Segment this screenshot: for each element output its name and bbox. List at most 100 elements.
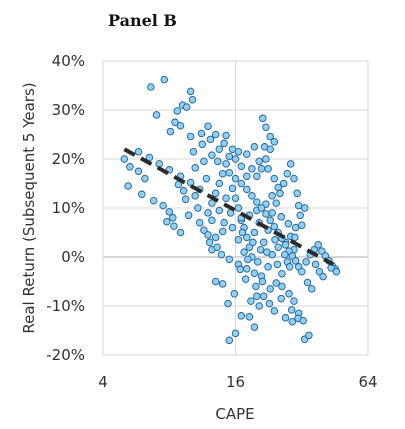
data-point	[264, 263, 272, 271]
data-point	[224, 299, 232, 308]
data-point	[211, 233, 220, 242]
data-point	[290, 174, 298, 183]
y-tick-label: 30%	[52, 101, 85, 119]
data-point	[238, 228, 247, 237]
data-point	[179, 187, 188, 195]
data-point	[208, 216, 216, 225]
data-point	[250, 228, 259, 237]
data-point	[270, 222, 279, 231]
data-point	[124, 182, 132, 190]
x-tick-label: 16	[226, 373, 245, 391]
data-point	[231, 194, 240, 202]
data-point	[250, 269, 259, 277]
data-point	[250, 323, 259, 331]
data-point	[273, 260, 282, 269]
data-point	[225, 255, 234, 264]
data-point	[152, 111, 161, 119]
data-point	[189, 147, 198, 156]
data-point	[191, 192, 199, 200]
data-point	[222, 160, 230, 168]
data-point	[303, 278, 312, 287]
data-point	[274, 243, 282, 251]
data-point	[253, 172, 261, 180]
data-point	[134, 147, 143, 156]
data-point	[173, 107, 182, 115]
data-point	[268, 192, 276, 200]
data-point	[141, 174, 149, 183]
data-point	[225, 152, 234, 161]
data-point	[213, 243, 221, 251]
data-point	[176, 121, 185, 130]
data-point	[181, 195, 190, 203]
data-point	[186, 132, 195, 141]
data-point	[263, 248, 271, 256]
data-point	[259, 292, 268, 300]
data-point	[241, 275, 250, 283]
data-point	[262, 210, 270, 218]
x-axis-ticks: 4 16 64	[98, 373, 377, 391]
data-point	[281, 314, 290, 322]
data-point	[266, 285, 274, 293]
data-point	[266, 216, 274, 225]
data-point	[220, 218, 228, 227]
data-points	[120, 75, 341, 345]
data-point	[286, 160, 295, 168]
data-point	[253, 198, 261, 206]
data-point	[319, 272, 327, 281]
data-point	[288, 317, 297, 326]
y-tick-label: 0%	[61, 248, 85, 266]
data-point	[228, 223, 237, 232]
data-point	[307, 285, 316, 293]
x-tick-label: 4	[98, 373, 108, 391]
data-point	[249, 238, 257, 247]
y-tick-label: 10%	[52, 199, 85, 217]
data-point	[272, 279, 280, 287]
data-point	[194, 204, 202, 212]
y-tick-label: -20%	[46, 346, 85, 364]
data-point	[252, 282, 260, 291]
data-point	[211, 277, 220, 286]
data-point	[215, 206, 224, 215]
data-point	[277, 213, 285, 221]
data-point	[208, 199, 216, 207]
data-point	[204, 209, 212, 217]
data-point	[222, 131, 230, 140]
data-point	[231, 155, 240, 163]
data-point	[255, 157, 263, 166]
data-point	[191, 164, 199, 172]
data-point	[266, 132, 274, 141]
data-point	[281, 250, 289, 259]
data-point	[228, 145, 237, 153]
data-point	[276, 189, 284, 198]
data-point	[283, 169, 292, 178]
data-point	[248, 192, 256, 200]
y-tick-label: 20%	[52, 150, 85, 168]
data-point	[259, 238, 268, 247]
data-point	[291, 233, 299, 242]
data-point	[204, 122, 212, 130]
data-point	[225, 336, 234, 345]
data-point	[291, 223, 300, 232]
data-point	[170, 222, 178, 230]
data-point	[237, 179, 246, 188]
data-point	[247, 297, 255, 305]
data-point	[285, 290, 293, 298]
data-point	[215, 179, 224, 188]
data-point	[240, 248, 248, 256]
data-point	[298, 221, 306, 229]
data-point	[287, 306, 296, 314]
data-point	[327, 264, 335, 272]
data-point	[126, 163, 134, 171]
data-point	[231, 174, 240, 183]
data-point	[270, 138, 279, 146]
data-point	[234, 204, 243, 212]
data-point	[278, 282, 286, 291]
data-point	[262, 123, 270, 131]
data-point	[262, 155, 270, 163]
data-point	[218, 280, 227, 288]
data-point	[281, 241, 290, 249]
data-point	[243, 150, 251, 158]
data-point	[257, 165, 266, 173]
data-point	[165, 208, 174, 216]
data-point	[277, 294, 285, 303]
